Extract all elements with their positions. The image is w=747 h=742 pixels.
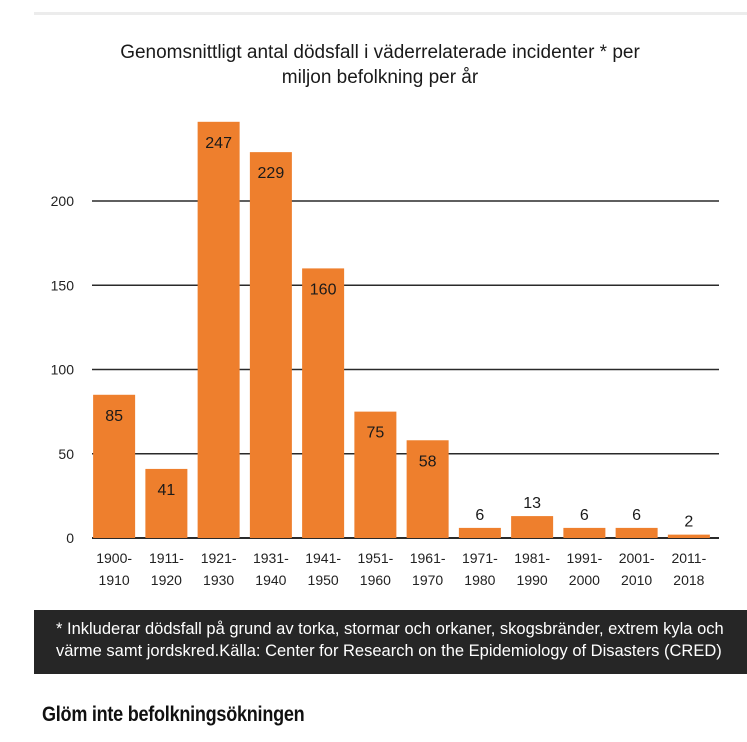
y-tick-label: 100 [51,362,75,378]
data-label: 6 [632,507,641,524]
footnote-line-1: * Inkluderar dödsfall på grund av torka,… [56,620,724,638]
y-tick-label: 0 [66,530,74,546]
footnote-line-2: värme samt jordskred.Källa: Center for R… [56,642,722,660]
y-tick-label: 200 [51,193,75,209]
chart-title: Genomsnittligt antal dödsfall i väderrel… [60,40,700,90]
x-tick-label: 1931- [253,550,289,566]
data-label: 160 [310,281,337,298]
data-label: 58 [419,453,437,470]
x-tick-label: 1961- [410,550,446,566]
bar [93,394,136,538]
footnote-box: * Inkluderar dödsfall på grund av torka,… [34,610,747,674]
bar [249,152,292,538]
x-tick-label: 2011- [671,550,706,566]
y-tick-label: 50 [58,446,74,462]
y-tick-label: 150 [51,277,75,293]
bar [511,516,554,538]
x-tick-label: 2010 [621,572,652,588]
data-label: 247 [205,135,232,152]
x-tick-label: 1990 [517,572,548,588]
data-label: 2 [684,514,693,531]
x-tick-label: 1930 [203,572,234,588]
x-tick-label: 1950 [308,572,339,588]
x-tick-label: 1991- [566,550,602,566]
x-tick-label: 1980 [464,572,495,588]
x-tick-label: 1911- [149,550,184,566]
bar [354,411,397,538]
x-tick-label: 1900- [96,550,132,566]
bar [667,534,710,538]
bar [197,121,240,539]
bar [615,527,658,538]
data-label: 41 [157,482,175,499]
x-tick-label: 1951- [357,550,393,566]
bar [406,440,449,538]
x-tick-label: 1941- [305,550,341,566]
data-label: 13 [523,495,541,512]
x-tick-label: 2018 [673,572,704,588]
bar [563,527,606,538]
x-tick-label: 1960 [360,572,391,588]
x-tick-label: 1940 [255,572,286,588]
data-label: 229 [258,165,285,182]
x-tick-label: 1981- [514,550,550,566]
bar [302,268,345,538]
bar [145,468,188,538]
data-label: 85 [105,408,123,425]
chart-title-line-2: miljon befolkning per år [281,67,479,88]
x-tick-label: 1920 [151,572,182,588]
x-tick-label: 1970 [412,572,443,588]
x-tick-label: 2000 [569,572,600,588]
x-tick-label: 1971- [462,550,498,566]
x-tick-label: 2001- [619,550,655,566]
data-label: 6 [475,507,484,524]
data-label: 6 [580,507,589,524]
x-tick-label: 1910 [99,572,130,588]
top-divider [34,12,747,15]
bar-chart: 0 50 100 150 200 85 1900- 1910 41 1911- 1920 247 192… [51,121,719,588]
bar [458,527,501,538]
x-tick-label: 1921- [201,550,237,566]
data-label: 75 [366,425,384,442]
chart-title-line-1: Genomsnittligt antal dödsfall i väderrel… [120,42,640,63]
section-heading: Glöm inte befolkningsökningen [42,703,305,726]
